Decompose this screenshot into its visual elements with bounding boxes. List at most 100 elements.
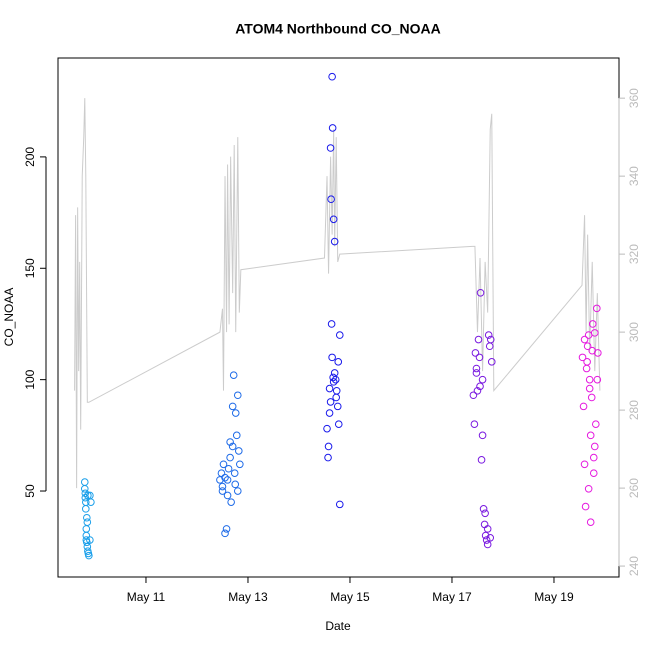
data-point xyxy=(588,346,597,355)
data-point xyxy=(80,478,89,486)
data-point xyxy=(226,438,234,446)
data-point xyxy=(487,358,496,366)
y2-tick-label: 320 xyxy=(627,244,641,264)
data-point xyxy=(84,491,92,500)
data-point xyxy=(584,484,593,493)
data-point xyxy=(329,373,337,382)
data-point xyxy=(87,498,95,506)
data-point xyxy=(219,460,228,469)
x-tick-label: May 15 xyxy=(330,590,370,604)
data-point xyxy=(81,489,90,498)
data-point xyxy=(85,551,93,560)
data-point xyxy=(472,364,481,373)
data-point xyxy=(478,431,487,440)
data-point xyxy=(81,493,90,502)
data-point xyxy=(579,402,588,411)
data-point xyxy=(470,420,479,428)
data-point xyxy=(581,502,590,511)
data-point xyxy=(475,353,484,362)
data-point xyxy=(231,409,240,417)
data-point xyxy=(227,498,235,506)
data-point xyxy=(580,335,589,344)
data-point xyxy=(481,509,489,518)
data-point xyxy=(334,420,343,428)
data-point xyxy=(324,442,333,451)
data-point xyxy=(223,476,232,484)
data-point xyxy=(323,424,331,433)
data-point xyxy=(476,382,484,391)
data-point xyxy=(230,469,239,478)
data-point xyxy=(333,402,342,411)
y2-tick-label: 240 xyxy=(627,556,641,576)
data-point xyxy=(218,482,227,491)
data-point xyxy=(332,393,341,402)
data-point xyxy=(228,442,237,451)
y-tick-label: 50 xyxy=(23,484,37,498)
data-point xyxy=(593,304,601,313)
plot-frame xyxy=(57,57,620,578)
data-point xyxy=(586,518,595,527)
data-point xyxy=(222,525,231,533)
x-tick-label: May 19 xyxy=(534,590,574,604)
data-point xyxy=(588,320,597,328)
data-point xyxy=(81,505,90,513)
data-point xyxy=(223,491,232,500)
data-point xyxy=(233,487,242,495)
y-tick-label: 150 xyxy=(23,258,37,278)
data-point xyxy=(329,215,338,224)
data-point xyxy=(471,349,480,357)
x-tick-label: May 13 xyxy=(228,590,268,604)
data-point xyxy=(483,525,492,533)
data-point xyxy=(583,358,591,366)
data-point xyxy=(485,342,494,351)
data-point xyxy=(328,124,337,132)
x-tick-label: May 11 xyxy=(127,590,166,604)
data-point xyxy=(486,533,495,542)
data-point xyxy=(478,375,487,384)
chart-title: ATOM4 Northbound CO_NOAA xyxy=(235,21,441,37)
data-point xyxy=(330,369,339,377)
y-axis-label: CO_NOAA xyxy=(2,288,16,347)
y-tick-label: 100 xyxy=(23,369,37,389)
data-point xyxy=(327,320,336,328)
data-point xyxy=(80,484,89,493)
data-point xyxy=(231,480,240,489)
data-point xyxy=(589,469,598,478)
data-point xyxy=(335,500,344,509)
data-point xyxy=(327,195,335,204)
data-point xyxy=(484,331,493,339)
y-tick-label: 200 xyxy=(23,147,37,167)
y2-tick-label: 260 xyxy=(627,478,641,498)
data-point xyxy=(582,364,591,373)
data-point xyxy=(486,335,495,344)
data-point xyxy=(591,420,600,428)
y2-tick-label: 300 xyxy=(627,322,641,342)
data-point xyxy=(469,391,478,400)
data-point xyxy=(228,402,237,411)
data-point xyxy=(325,409,334,417)
data-point xyxy=(218,487,227,495)
data-point xyxy=(587,393,596,402)
data-point xyxy=(332,386,341,395)
data-point xyxy=(82,525,91,533)
x-tick-label: May 17 xyxy=(432,590,472,604)
data-point xyxy=(578,353,587,362)
data-point xyxy=(479,505,488,513)
data-point xyxy=(326,144,335,152)
data-point xyxy=(83,513,91,522)
data-point xyxy=(233,391,242,400)
data-point xyxy=(590,329,599,337)
data-point xyxy=(217,469,226,478)
data-point xyxy=(477,456,486,464)
data-point xyxy=(335,331,344,339)
data-point xyxy=(328,353,336,362)
data-point xyxy=(334,358,343,366)
data-point xyxy=(229,371,238,379)
data-point xyxy=(325,384,334,393)
data-point xyxy=(226,453,234,462)
data-point xyxy=(330,237,339,246)
data-point xyxy=(483,540,492,549)
data-point xyxy=(580,460,589,469)
data-point xyxy=(481,531,490,540)
